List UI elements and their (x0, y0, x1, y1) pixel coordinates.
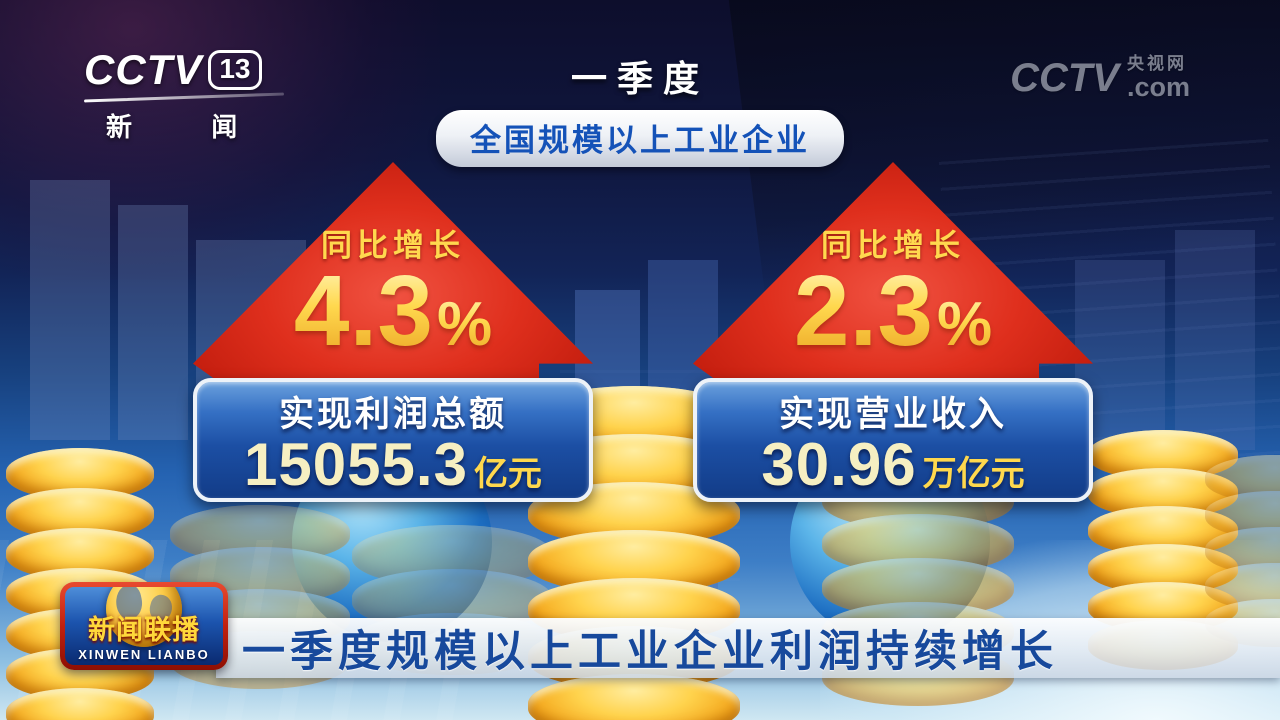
coin-stack-faint (1205, 455, 1280, 647)
logo-swoosh (84, 92, 284, 103)
arrow-up-icon: 同比增长 2.3 % (693, 162, 1093, 402)
metric-value: 30.96 (761, 431, 917, 498)
metric-label: 实现利润总额 (278, 395, 507, 434)
program-name-en: XINWEN LIANBO (78, 647, 210, 662)
metric-label: 实现营业收入 (778, 395, 1007, 434)
metric-unit: 万亿元 (922, 455, 1025, 493)
percent-sign: % (436, 290, 493, 359)
growth-label: 同比增长 (321, 228, 465, 263)
channel-bug: CCTV 13 新 闻 (84, 46, 284, 144)
stat-group-profit: 同比增长 4.3 % 实现利润总额 15055.3 亿元 (193, 162, 593, 502)
growth-label: 同比增长 (821, 228, 965, 263)
metric-badge-revenue: 实现营业收入 30.96 万亿元 (693, 378, 1093, 502)
program-badge: 新闻联播 XINWEN LIANBO (60, 582, 228, 670)
watermark-domain: .com (1126, 71, 1190, 102)
scope-pill: 全国规模以上工业企业 (436, 110, 844, 167)
header: 一季度 全国规模以上工业企业 (0, 50, 1280, 167)
headline-text: 一季度规模以上工业企业利润持续增长 (242, 628, 1058, 676)
channel-number: 13 (208, 50, 262, 90)
headline-bar: 一季度规模以上工业企业利润持续增长 (216, 618, 1280, 678)
watermark-site-name: 央视网 (1126, 54, 1187, 73)
metric-unit: 亿元 (473, 455, 542, 493)
percent-sign: % (936, 290, 993, 359)
growth-value: 2.3 (793, 255, 933, 367)
period-title: 一季度 (570, 58, 709, 99)
metric-badge-profit: 实现利润总额 15055.3 亿元 (193, 378, 593, 502)
channel-label: 新 闻 (106, 112, 274, 142)
growth-value: 4.3 (293, 255, 433, 367)
watermark: CCTV 央视网 .com (1010, 54, 1190, 102)
program-name-cn: 新闻联播 (88, 615, 200, 645)
stat-group-revenue: 同比增长 2.3 % 实现营业收入 30.96 万亿元 (693, 162, 1093, 502)
metric-value: 15055.3 (244, 431, 468, 498)
arrow-up-icon: 同比增长 4.3 % (193, 162, 593, 402)
program-badge-panel: 新闻联播 XINWEN LIANBO (65, 587, 223, 665)
skyline-building (118, 205, 188, 440)
watermark-cctv-logo: CCTV (1010, 55, 1119, 100)
skyline-building (1175, 230, 1255, 450)
cctv-logo: CCTV (84, 46, 203, 93)
skyline-building (30, 180, 110, 440)
globe-icon (106, 587, 182, 647)
